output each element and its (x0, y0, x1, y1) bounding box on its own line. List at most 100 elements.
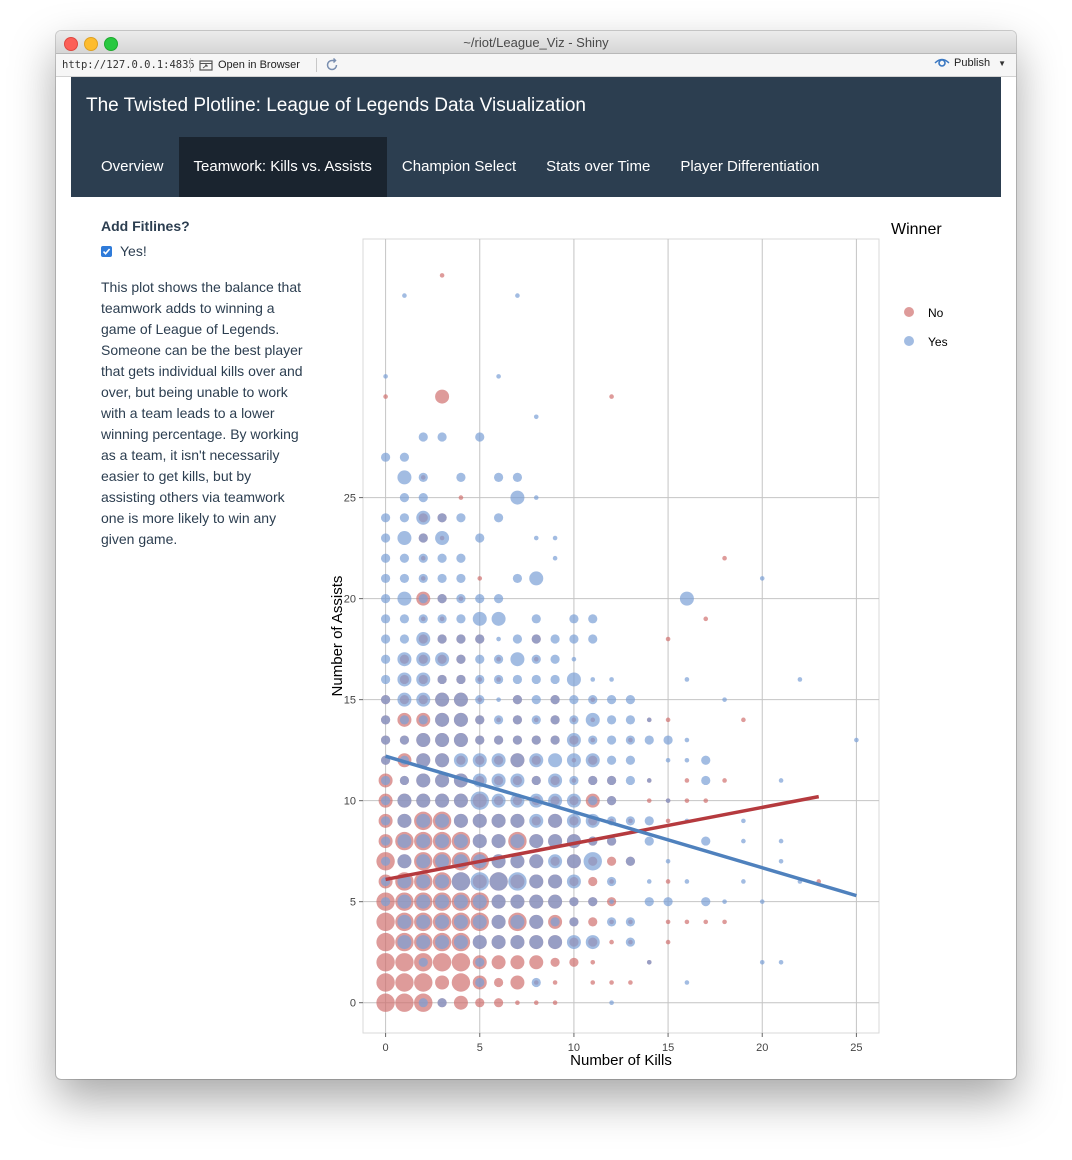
data-point-yes[interactable] (496, 697, 501, 702)
data-point-yes[interactable] (435, 753, 450, 768)
data-point-no[interactable] (510, 955, 525, 970)
zoom-window-button[interactable] (104, 37, 118, 51)
data-point-yes[interactable] (510, 773, 525, 788)
data-point-no[interactable] (435, 389, 450, 404)
data-point-yes[interactable] (684, 980, 690, 985)
data-point-yes[interactable] (510, 935, 525, 950)
data-point-yes[interactable] (470, 791, 489, 810)
data-point-yes[interactable] (571, 656, 577, 662)
data-point-yes[interactable] (684, 677, 690, 682)
data-point-yes[interactable] (416, 773, 431, 788)
data-point-yes[interactable] (453, 753, 468, 768)
data-point-no[interactable] (703, 919, 709, 925)
data-point-no[interactable] (552, 980, 558, 985)
tab-player-differentiation[interactable]: Player Differentiation (680, 158, 820, 175)
data-point-yes[interactable] (550, 674, 560, 685)
data-point-yes[interactable] (548, 854, 563, 869)
data-point-no[interactable] (606, 856, 617, 866)
data-point-yes[interactable] (606, 735, 617, 745)
data-point-yes[interactable] (380, 654, 391, 664)
data-point-no[interactable] (477, 576, 483, 581)
data-point-yes[interactable] (585, 753, 600, 768)
data-point-yes[interactable] (437, 614, 447, 624)
data-point-yes[interactable] (684, 737, 690, 743)
data-point-yes[interactable] (512, 573, 523, 584)
data-point-no[interactable] (590, 980, 596, 985)
data-point-yes[interactable] (646, 959, 652, 965)
data-point-yes[interactable] (416, 793, 431, 808)
data-point-yes[interactable] (491, 773, 506, 788)
data-point-yes[interactable] (588, 695, 598, 705)
data-point-no[interactable] (376, 973, 395, 992)
data-point-yes[interactable] (531, 654, 541, 664)
data-point-yes[interactable] (741, 818, 746, 824)
data-point-yes[interactable] (510, 854, 525, 869)
data-point-yes[interactable] (590, 677, 596, 682)
data-point-yes[interactable] (529, 753, 544, 768)
data-point-yes[interactable] (496, 636, 501, 642)
data-point-yes[interactable] (418, 472, 428, 483)
data-point-yes[interactable] (435, 793, 450, 808)
data-point-yes[interactable] (778, 778, 784, 783)
data-point-no[interactable] (493, 977, 504, 988)
data-point-yes[interactable] (397, 813, 412, 828)
data-point-yes[interactable] (435, 854, 450, 869)
data-point-yes[interactable] (531, 674, 541, 685)
data-point-yes[interactable] (416, 935, 431, 950)
data-point-yes[interactable] (380, 452, 391, 462)
data-point-yes[interactable] (435, 874, 450, 889)
data-point-no[interactable] (395, 953, 414, 972)
data-point-yes[interactable] (435, 834, 450, 849)
data-point-no[interactable] (383, 394, 388, 399)
tab-champion-select[interactable]: Champion Select (401, 158, 517, 175)
data-point-yes[interactable] (380, 695, 391, 705)
data-point-yes[interactable] (552, 535, 558, 541)
data-point-yes[interactable] (453, 894, 468, 909)
data-point-yes[interactable] (701, 775, 711, 786)
data-point-yes[interactable] (646, 778, 652, 783)
data-point-yes[interactable] (548, 894, 563, 909)
data-point-yes[interactable] (583, 852, 602, 871)
data-point-yes[interactable] (609, 899, 614, 904)
data-point-yes[interactable] (491, 611, 506, 626)
data-point-yes[interactable] (512, 674, 523, 685)
data-point-no[interactable] (588, 917, 598, 927)
data-point-no[interactable] (510, 975, 525, 990)
data-point-no[interactable] (552, 1000, 558, 1005)
data-point-yes[interactable] (566, 935, 581, 950)
data-point-yes[interactable] (397, 672, 412, 687)
data-point-yes[interactable] (665, 798, 671, 803)
data-point-yes[interactable] (533, 535, 539, 541)
data-point-yes[interactable] (491, 894, 506, 909)
data-point-yes[interactable] (418, 432, 428, 442)
data-point-yes[interactable] (493, 472, 504, 483)
data-point-no[interactable] (376, 932, 395, 952)
data-point-yes[interactable] (529, 813, 544, 828)
data-point-yes[interactable] (778, 858, 784, 864)
publish-button[interactable]: Publish ▼ (934, 57, 1006, 69)
data-point-yes[interactable] (569, 695, 579, 705)
data-point-yes[interactable] (380, 715, 391, 725)
data-point-no[interactable] (414, 973, 433, 992)
data-point-yes[interactable] (588, 735, 598, 745)
data-point-yes[interactable] (609, 677, 614, 682)
data-point-yes[interactable] (531, 614, 541, 624)
data-point-yes[interactable] (453, 793, 468, 808)
data-point-yes[interactable] (701, 897, 711, 907)
data-point-no[interactable] (646, 798, 652, 803)
data-point-yes[interactable] (397, 793, 412, 808)
data-point-yes[interactable] (550, 715, 560, 725)
data-point-no[interactable] (590, 959, 596, 965)
data-point-yes[interactable] (550, 735, 560, 745)
data-point-yes[interactable] (569, 614, 579, 624)
data-point-yes[interactable] (625, 695, 636, 705)
data-point-yes[interactable] (548, 753, 563, 768)
data-point-yes[interactable] (531, 775, 541, 786)
data-point-yes[interactable] (606, 796, 617, 806)
data-point-yes[interactable] (566, 854, 581, 869)
data-point-yes[interactable] (644, 816, 654, 826)
data-point-yes[interactable] (529, 834, 544, 849)
data-point-yes[interactable] (472, 813, 487, 828)
data-point-yes[interactable] (456, 654, 466, 664)
data-point-yes[interactable] (475, 634, 485, 644)
